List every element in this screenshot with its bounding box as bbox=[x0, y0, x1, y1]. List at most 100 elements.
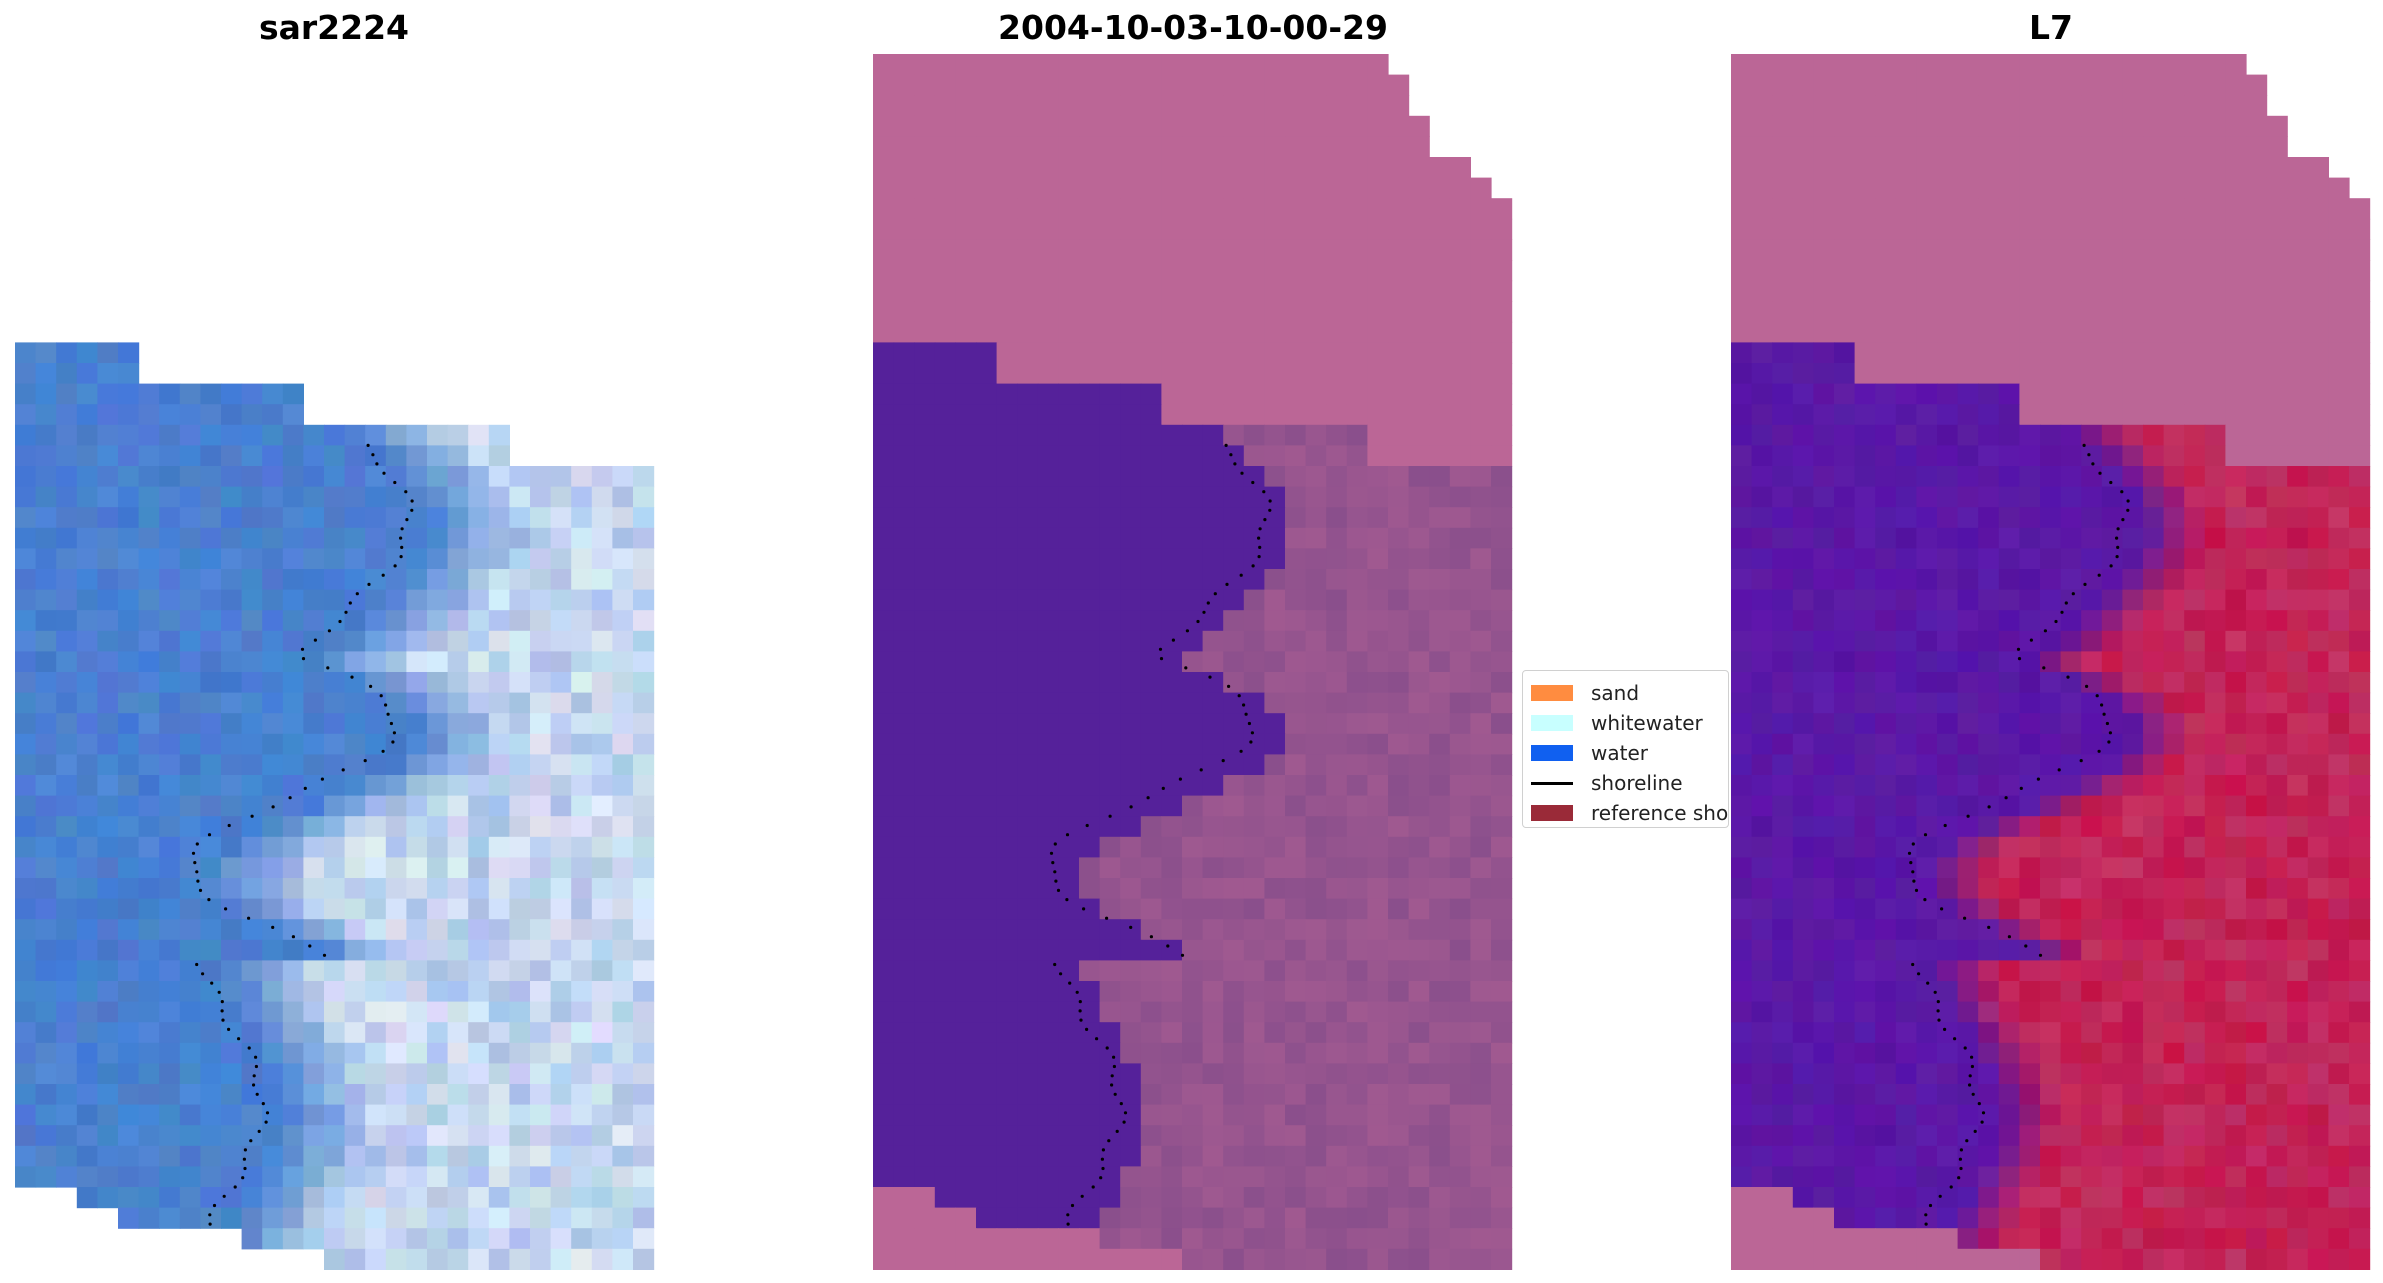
class-pixel bbox=[1834, 816, 1856, 838]
class-pixel bbox=[2225, 960, 2247, 982]
class-pixel bbox=[2349, 589, 2371, 611]
rgb-pixel bbox=[365, 1228, 387, 1250]
rgb-pixel bbox=[159, 857, 181, 879]
rgb-pixel bbox=[324, 1104, 346, 1126]
class-pixel bbox=[2184, 218, 2206, 240]
rgb-pixel bbox=[282, 1022, 304, 1044]
class-pixel bbox=[934, 548, 956, 570]
class-pixel bbox=[1367, 157, 1389, 179]
class-pixel bbox=[2266, 610, 2288, 632]
class-pixel bbox=[914, 775, 936, 797]
rgb-pixel bbox=[447, 630, 469, 652]
class-pixel bbox=[1079, 816, 1101, 838]
rgb-pixel bbox=[447, 548, 469, 570]
class-pixel bbox=[2328, 218, 2350, 240]
class-pixel bbox=[1388, 569, 1410, 591]
class-pixel bbox=[1895, 1207, 1917, 1229]
class-pixel bbox=[1099, 1063, 1121, 1085]
class-pixel bbox=[1326, 1042, 1348, 1064]
class-pixel bbox=[2287, 260, 2309, 282]
class-pixel bbox=[1916, 527, 1938, 549]
class-pixel bbox=[1957, 878, 1979, 900]
class-pixel bbox=[1182, 857, 1204, 879]
class-pixel bbox=[1367, 836, 1389, 858]
class-pixel bbox=[1470, 1125, 1492, 1147]
class-pixel bbox=[1182, 816, 1204, 838]
rgb-pixel bbox=[550, 1042, 572, 1064]
class-pixel bbox=[1367, 177, 1389, 199]
rgb-pixel bbox=[406, 713, 428, 735]
class-pixel bbox=[1429, 816, 1451, 838]
class-pixel bbox=[1079, 260, 1101, 282]
class-pixel bbox=[1792, 239, 1814, 261]
rgb-pixel bbox=[241, 1084, 263, 1106]
class-pixel bbox=[1202, 383, 1224, 405]
shoreline-dot bbox=[1101, 1148, 1105, 1152]
class-pixel bbox=[2349, 301, 2371, 323]
class-pixel bbox=[1326, 280, 1348, 302]
class-pixel bbox=[1264, 342, 1286, 364]
class-pixel bbox=[2143, 136, 2165, 158]
class-pixel bbox=[1099, 857, 1121, 879]
class-pixel bbox=[1037, 301, 1059, 323]
class-pixel bbox=[2163, 960, 2185, 982]
rgb-pixel bbox=[221, 507, 243, 529]
class-pixel bbox=[1957, 610, 1979, 632]
class-pixel bbox=[1037, 610, 1059, 632]
class-pixel bbox=[2081, 589, 2103, 611]
rgb-pixel bbox=[282, 527, 304, 549]
rgb-pixel bbox=[612, 733, 634, 755]
rgb-pixel bbox=[612, 960, 634, 982]
class-pixel bbox=[1449, 713, 1471, 735]
rgb-pixel bbox=[324, 836, 346, 858]
class-pixel bbox=[2225, 445, 2247, 467]
class-pixel bbox=[1037, 466, 1059, 488]
rgb-pixel bbox=[612, 981, 634, 1003]
class-pixel bbox=[914, 342, 936, 364]
class-pixel bbox=[1079, 960, 1101, 982]
class-pixel bbox=[1264, 1001, 1286, 1023]
class-pixel bbox=[1813, 960, 1835, 982]
rgb-pixel bbox=[633, 981, 655, 1003]
rgb-pixel bbox=[509, 733, 531, 755]
class-pixel bbox=[1978, 95, 2000, 117]
rgb-pixel bbox=[365, 836, 387, 858]
rgb-pixel bbox=[406, 857, 428, 879]
rgb-pixel bbox=[571, 898, 593, 920]
class-pixel bbox=[1916, 342, 1938, 364]
rgb-pixel bbox=[159, 733, 181, 755]
shoreline-dot bbox=[381, 573, 385, 577]
class-pixel bbox=[1751, 775, 1773, 797]
class-pixel bbox=[1751, 733, 1773, 755]
rgb-pixel bbox=[118, 672, 140, 694]
class-pixel bbox=[1875, 383, 1897, 405]
class-pixel bbox=[1429, 692, 1451, 714]
class-pixel bbox=[1223, 630, 1245, 652]
class-pixel bbox=[1937, 1022, 1959, 1044]
class-pixel bbox=[2246, 692, 2268, 714]
rgb-pixel bbox=[282, 1063, 304, 1085]
class-pixel bbox=[2204, 1187, 2226, 1209]
class-pixel bbox=[2266, 363, 2288, 385]
class-pixel bbox=[1813, 569, 1835, 591]
class-pixel bbox=[1305, 445, 1327, 467]
rgb-pixel bbox=[427, 816, 449, 838]
rgb-pixel bbox=[35, 1104, 57, 1126]
class-pixel bbox=[2163, 342, 2185, 364]
class-pixel bbox=[2287, 960, 2309, 982]
rgb-pixel bbox=[97, 569, 119, 591]
class-pixel bbox=[1367, 239, 1389, 261]
rgb-pixel bbox=[530, 610, 552, 632]
class-pixel bbox=[2204, 981, 2226, 1003]
shoreline-dot bbox=[217, 990, 221, 994]
class-pixel bbox=[1751, 157, 1773, 179]
class-pixel bbox=[1429, 198, 1451, 220]
class-pixel bbox=[1140, 218, 1162, 240]
class-pixel bbox=[1099, 321, 1121, 343]
class-pixel bbox=[1792, 569, 1814, 591]
class-pixel bbox=[1037, 1042, 1059, 1064]
class-pixel bbox=[2328, 733, 2350, 755]
class-pixel bbox=[2101, 239, 2123, 261]
class-pixel bbox=[1875, 548, 1897, 570]
class-pixel bbox=[1037, 692, 1059, 714]
